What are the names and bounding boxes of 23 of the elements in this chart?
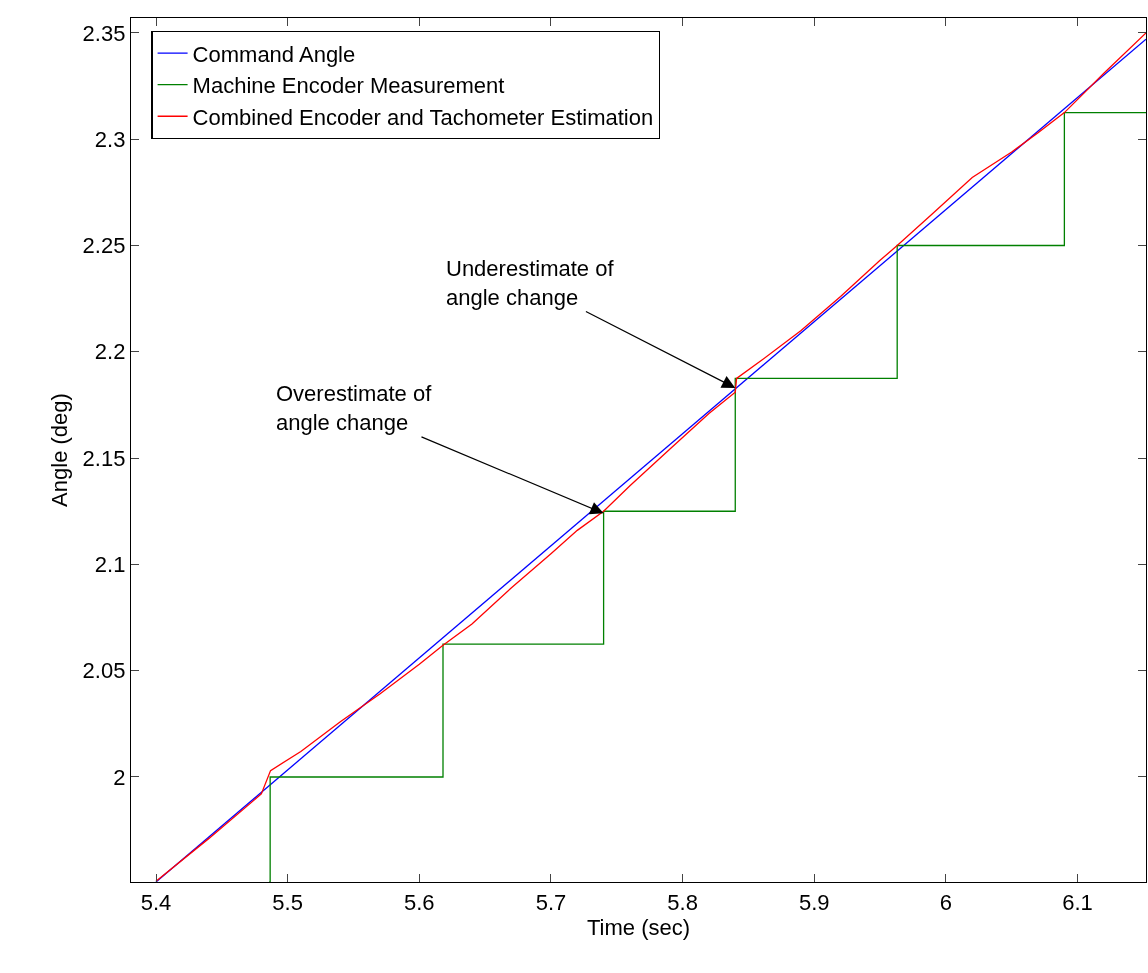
x-axis-title: Time (sec) [586,914,691,940]
x-tick-label: 5.8 [667,889,698,915]
y-tick-label: 2.1 [94,552,126,578]
y-tick-label: 2.2 [94,339,126,365]
annotation: Overestimate of angle change [276,381,433,435]
y-tick-label: 2.05 [82,658,126,684]
y-axis-title: Angle (deg) [47,393,73,507]
y-tick-label: 2.3 [94,126,126,152]
y-tick-label: 2 [113,764,126,790]
x-tick-label: 5.6 [404,889,435,915]
x-tick-label: 5.7 [535,889,567,915]
y-tick-label: 2.15 [82,445,126,471]
x-tick-label: 6 [939,889,953,915]
x-tick-label: 5.5 [272,889,303,915]
y-tick-label: 2.35 [82,20,126,46]
legend-label: Machine Encoder Measurement [192,73,505,99]
legend-label: Command Angle [192,41,356,67]
legend-label: Combined Encoder and Tachometer Estimation [192,104,654,130]
y-tick-label: 2.25 [82,233,126,259]
x-tick-label: 5.9 [798,889,830,915]
x-tick-label: 6.1 [1062,889,1093,915]
annotation: Underestimate of angle change [446,256,615,310]
x-tick-label: 5.4 [140,889,172,915]
